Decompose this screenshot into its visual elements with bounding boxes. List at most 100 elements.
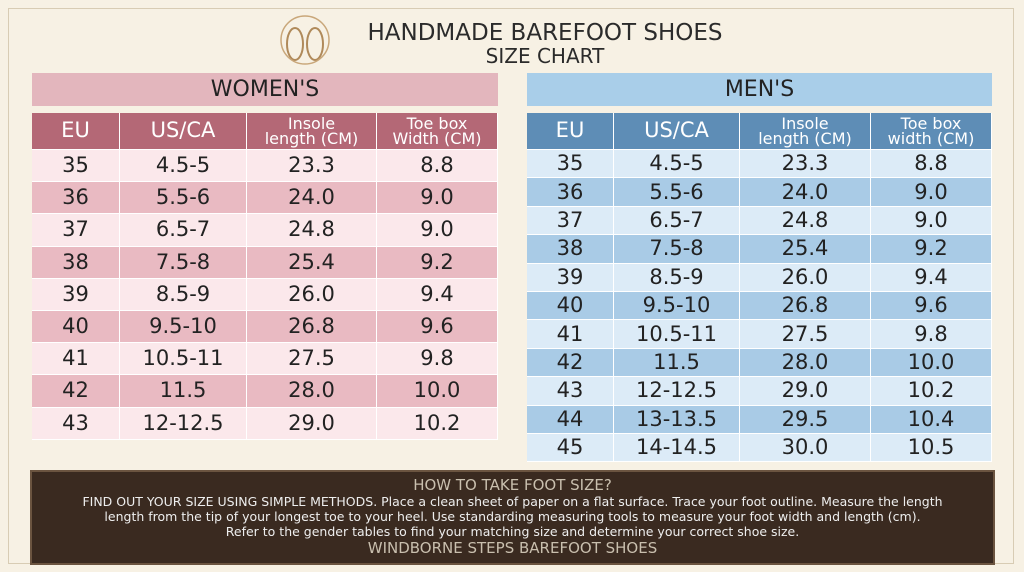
table-cell: 27.5	[740, 320, 871, 349]
header-text: Toe box	[406, 113, 468, 133]
table-cell: 14-14.5	[614, 434, 740, 463]
table-cell: 24.8	[740, 206, 871, 236]
header-row: EU US/CA Insole length (CM) Toe box Width (CM…	[32, 113, 498, 150]
header-cell: US/CA	[614, 113, 740, 150]
header-cell: Insole length (CM)	[247, 113, 377, 150]
table-row: 35 4.5-5 23.3 8.8	[32, 150, 498, 183]
table-cell: 9.0	[871, 206, 992, 236]
table-cell: 36	[32, 182, 120, 215]
header-text: US/CA	[150, 118, 216, 143]
table-row: 38 7.5-8 25.4 9.2	[527, 235, 992, 264]
table-cell: 43	[32, 407, 120, 440]
table-cell: 8.5-9	[614, 263, 740, 292]
table-cell: 10.2	[377, 407, 498, 440]
table-cell: 36	[527, 178, 614, 207]
table-cell: 10.5-11	[120, 343, 247, 376]
header-cell: Insole length (CM)	[740, 113, 871, 150]
table-cell: 26.8	[247, 311, 377, 344]
table-title: WOMEN'S	[32, 73, 498, 106]
table-cell: 45	[527, 434, 614, 463]
table-cell: 9.6	[377, 311, 498, 344]
header-text: length (CM)	[758, 129, 852, 148]
header-text: width (CM)	[887, 129, 975, 148]
table-row: 41 10.5-11 27.5 9.8	[32, 343, 498, 376]
table-title: MEN'S	[527, 73, 992, 106]
table-cell: 27.5	[247, 343, 377, 376]
table-row: 36 5.5-6 24.0 9.0	[527, 178, 992, 207]
table-cell: 6.5-7	[614, 206, 740, 236]
table-cell: 9.2	[377, 246, 498, 279]
table-cell: 10.5	[871, 434, 992, 463]
table-cell: 42	[32, 375, 120, 408]
header-row: EU US/CA Insole length (CM) Toe box width (CM…	[527, 113, 992, 150]
table-cell: 30.0	[740, 434, 871, 463]
header-text: EU	[555, 118, 585, 143]
header-cell: EU	[32, 113, 120, 150]
table-cell: 37	[32, 214, 120, 247]
table-cell: 10.0	[377, 375, 498, 408]
table-cell: 9.0	[377, 214, 498, 247]
table-cell: 8.8	[871, 150, 992, 179]
table-cell: 11.5	[614, 348, 740, 378]
footer-line: length from the tip of your longest toe …	[104, 509, 921, 524]
header-text: Insole	[287, 113, 336, 133]
table-cell: 24.0	[740, 178, 871, 207]
table-cell: 37	[527, 206, 614, 236]
table-cell: 12-12.5	[120, 407, 247, 440]
table-row: 35 4.5-5 23.3 8.8	[527, 150, 992, 179]
table-cell: 40	[32, 311, 120, 344]
table-cell: 23.3	[247, 150, 377, 183]
table-row: 43 12-12.5 29.0 10.2	[32, 407, 498, 440]
table-row: 44 13-13.5 29.5 10.4	[527, 405, 992, 434]
table-cell: 23.3	[740, 150, 871, 179]
table-cell: 10.5-11	[614, 320, 740, 349]
table-cell: 5.5-6	[120, 182, 247, 215]
table-cell: 26.0	[740, 263, 871, 292]
table-cell: 10.0	[871, 348, 992, 378]
table-cell: 35	[527, 150, 614, 179]
table-cell: 41	[32, 343, 120, 376]
table-cell: 9.5-10	[120, 311, 247, 344]
table-row: 37 6.5-7 24.8 9.0	[32, 214, 498, 247]
table-cell: 29.0	[247, 407, 377, 440]
table-cell: 38	[527, 235, 614, 264]
table-cell: 9.2	[871, 235, 992, 264]
table-row: 39 8.5-9 26.0 9.4	[527, 263, 992, 292]
table-cell: 7.5-8	[120, 246, 247, 279]
table-cell: 4.5-5	[120, 150, 247, 183]
table-cell: 10.2	[871, 377, 992, 406]
header-text: length (CM)	[264, 129, 359, 148]
table-cell: 9.0	[871, 178, 992, 207]
table-row: 39 8.5-9 26.0 9.4	[32, 278, 498, 311]
table-cell: 8.8	[377, 150, 498, 183]
table-row: 40 9.5-10 26.8 9.6	[527, 292, 992, 321]
table-cell: 24.0	[247, 182, 377, 215]
table-row: 38 7.5-8 25.4 9.2	[32, 246, 498, 279]
table-cell: 29.0	[740, 377, 871, 406]
table-cell: 28.0	[247, 375, 377, 408]
footer-line: Refer to the gender tables to find your …	[225, 524, 800, 539]
title: HANDMADE BAREFOOT SHOES	[367, 20, 723, 46]
table-cell: 38	[32, 246, 120, 279]
table-cell: 43	[527, 377, 614, 406]
table-cell: 13-13.5	[614, 405, 740, 434]
table-cell: 26.0	[247, 278, 377, 311]
table-cell: 9.8	[871, 320, 992, 349]
table-cell: 24.8	[247, 214, 377, 247]
header-cell: US/CA	[120, 113, 247, 150]
footer-brand: WINDBORNE STEPS BAREFOOT SHOES	[367, 539, 658, 557]
table-cell: 7.5-8	[614, 235, 740, 264]
footer-line: FIND OUT YOUR SIZE USING SIMPLE METHODS.…	[82, 494, 943, 509]
footer: HOW TO TAKE FOOT SIZE? FIND OUT YOUR SIZ…	[30, 470, 995, 565]
table-cell: 11.5	[120, 375, 247, 408]
table-row: 43 12-12.5 29.0 10.2	[527, 377, 992, 406]
table-cell: 29.5	[740, 405, 871, 434]
table-cell: 41	[527, 320, 614, 349]
footer-heading: HOW TO TAKE FOOT SIZE?	[413, 476, 612, 494]
table-row: 42 11.5 28.0 10.0	[527, 348, 992, 378]
table-row: 45 14-14.5 30.0 10.5	[527, 434, 992, 463]
table-cell: 9.4	[871, 263, 992, 292]
header-cell: Toe box width (CM)	[871, 113, 992, 150]
subtitle: SIZE CHART	[485, 44, 605, 68]
